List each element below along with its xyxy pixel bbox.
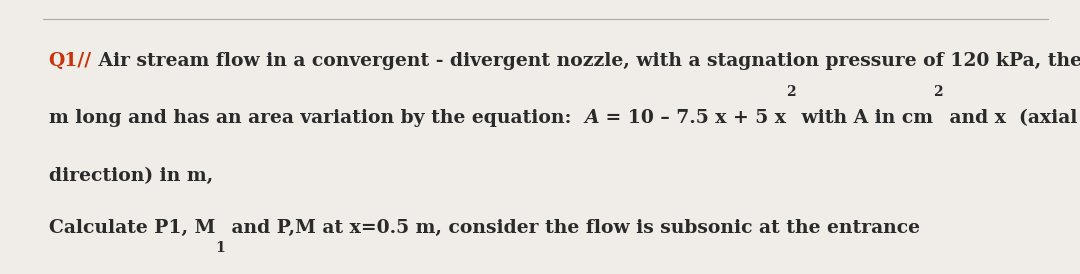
Text: with A in cm: with A in cm	[795, 109, 933, 127]
Text: = 10 – 7.5 x + 5 x: = 10 – 7.5 x + 5 x	[598, 109, 785, 127]
Text: Calculate P1, M: Calculate P1, M	[49, 219, 215, 237]
Text: and x  (axial flow: and x (axial flow	[943, 109, 1080, 127]
Text: 2: 2	[785, 85, 795, 99]
Text: and P,M at x=0.5 m, consider the flow is subsonic at the entrance: and P,M at x=0.5 m, consider the flow is…	[225, 219, 920, 237]
Text: direction) in m,: direction) in m,	[49, 167, 213, 185]
Text: Q1//: Q1//	[49, 52, 92, 70]
Text: m long and has an area variation by the equation:: m long and has an area variation by the …	[49, 109, 584, 127]
Text: 2: 2	[933, 85, 943, 99]
Text: 1: 1	[215, 241, 225, 255]
Text: Air stream flow in a convergent - divergent nozzle, with a stagnation pressure o: Air stream flow in a convergent - diverg…	[92, 52, 1080, 70]
Text: A: A	[584, 109, 598, 127]
